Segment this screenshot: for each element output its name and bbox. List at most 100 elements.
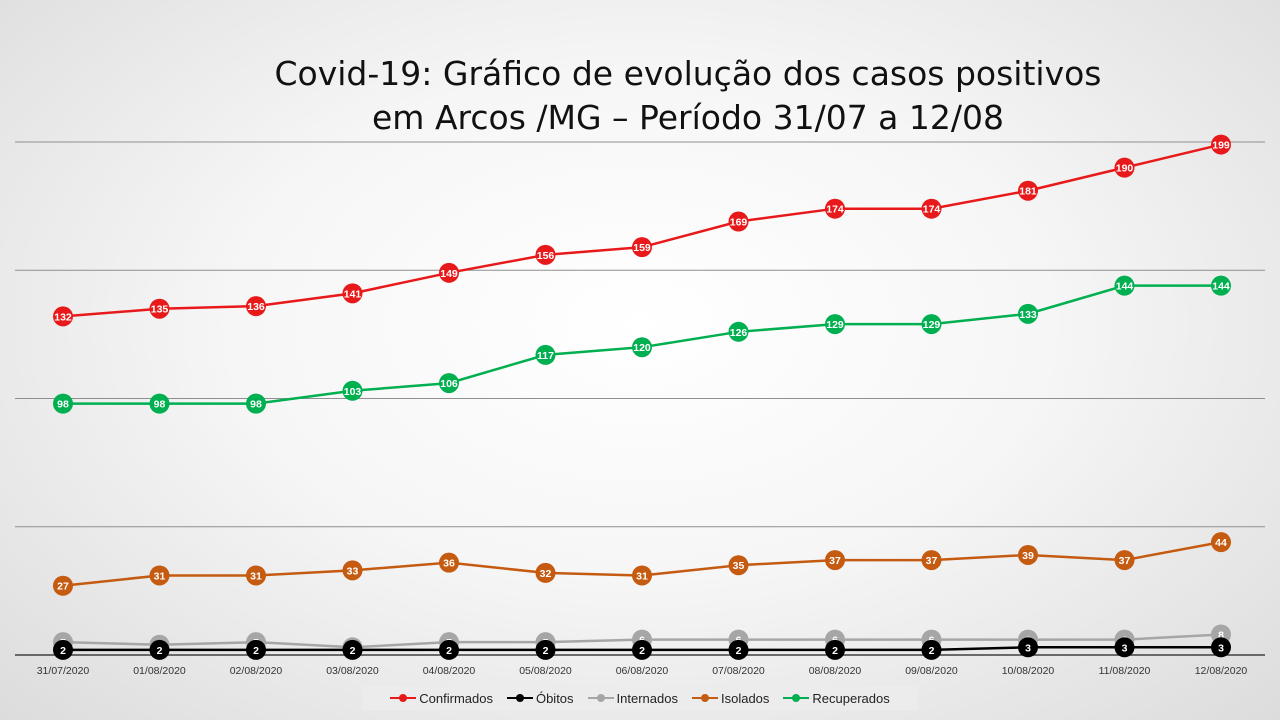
- data-point-isolados: [246, 565, 266, 586]
- x-tick-label: 03/08/2020: [326, 665, 379, 677]
- data-point-confirmados: [342, 283, 363, 304]
- data-label-confirmados: 149: [440, 268, 458, 280]
- data-label-isolados: 31: [250, 570, 262, 582]
- data-point-confirmados: [825, 198, 845, 219]
- data-point-obitos: [342, 639, 363, 660]
- data-label-obitos: 2: [253, 645, 259, 657]
- x-tick-label: 01/08/2020: [133, 665, 186, 677]
- legend-item-internados: Internados: [587, 690, 678, 706]
- data-point-isolados: [632, 565, 652, 586]
- x-tick-label: 05/08/2020: [519, 665, 572, 677]
- legend-swatch-internados: [587, 693, 614, 703]
- data-point-obitos: [632, 639, 652, 660]
- data-point-isolados: [342, 560, 363, 581]
- data-point-isolados: [1114, 550, 1135, 571]
- data-label-isolados: 37: [829, 555, 841, 567]
- data-point-obitos: [825, 639, 845, 660]
- data-point-recuperados: [1211, 275, 1231, 296]
- data-label-recuperados: 117: [537, 350, 554, 362]
- x-tick-label: 09/08/2020: [905, 665, 958, 677]
- data-label-confirmados: 190: [1116, 163, 1134, 175]
- data-label-obitos: 2: [446, 645, 452, 657]
- legend-swatch-isolados: [691, 693, 718, 703]
- data-point-isolados: [149, 565, 170, 586]
- data-label-recuperados: 144: [1212, 281, 1230, 293]
- data-label-isolados: 37: [1119, 555, 1131, 567]
- data-point-recuperados: [921, 314, 942, 335]
- legend-label-confirmados: Confirmados: [419, 690, 493, 706]
- data-point-recuperados: [1114, 275, 1135, 296]
- data-label-confirmados: 174: [826, 204, 844, 216]
- x-tick-label: 02/08/2020: [230, 665, 283, 677]
- data-point-recuperados: [825, 314, 845, 335]
- data-point-confirmados: [1114, 157, 1135, 178]
- data-label-recuperados: 129: [826, 319, 844, 331]
- data-label-isolados: 36: [443, 558, 455, 570]
- data-label-recuperados: 144: [1116, 281, 1134, 293]
- data-label-isolados: 31: [154, 570, 166, 582]
- data-point-isolados: [728, 555, 749, 576]
- data-point-confirmados: [921, 198, 942, 219]
- data-label-confirmados: 141: [344, 288, 362, 300]
- data-label-obitos: 3: [1122, 642, 1128, 654]
- data-point-confirmados: [53, 306, 73, 327]
- data-point-recuperados: [246, 393, 266, 414]
- legend-label-internados: Internados: [616, 690, 678, 706]
- data-point-confirmados: [439, 262, 459, 283]
- data-point-recuperados: [149, 393, 170, 414]
- legend-item-recuperados: Recuperados: [783, 690, 890, 706]
- data-point-obitos: [439, 639, 459, 660]
- data-point-obitos: [1018, 637, 1038, 658]
- data-label-obitos: 3: [1025, 642, 1031, 654]
- legend-item-isolados: Isolados: [691, 690, 770, 706]
- data-label-obitos: 2: [350, 645, 356, 657]
- series-line-confirmados: [62, 143, 1222, 318]
- legend-label-recuperados: Recuperados: [812, 690, 890, 706]
- data-point-recuperados: [632, 337, 652, 358]
- data-point-isolados: [535, 562, 556, 583]
- legend-item-confirmados: Confirmados: [390, 691, 493, 706]
- legend-label-obitos: Óbitos: [535, 690, 574, 706]
- data-label-recuperados: 103: [344, 386, 362, 398]
- data-label-recuperados: 98: [250, 399, 262, 411]
- data-label-obitos: 2: [736, 645, 742, 657]
- data-label-isolados: 31: [636, 570, 648, 582]
- data-label-confirmados: 169: [730, 217, 748, 229]
- data-point-obitos: [728, 639, 749, 660]
- data-point-recuperados: [342, 380, 363, 401]
- data-point-isolados: [1018, 544, 1038, 565]
- data-label-obitos: 2: [832, 645, 838, 657]
- data-label-isolados: 44: [1215, 537, 1227, 549]
- data-point-obitos: [1114, 637, 1135, 658]
- data-label-obitos: 2: [60, 645, 66, 657]
- x-tick-label: 04/08/2020: [423, 665, 476, 677]
- chart-title-line-2: em Arcos /MG – Período 31/07 a 12/08: [372, 98, 1004, 137]
- data-label-isolados: 33: [347, 565, 359, 577]
- data-point-isolados: [439, 552, 459, 573]
- data-point-recuperados: [1018, 303, 1038, 324]
- data-label-recuperados: 126: [730, 327, 748, 339]
- data-label-recuperados: 98: [57, 399, 69, 411]
- data-label-internados: 8: [1218, 629, 1224, 641]
- data-label-recuperados: 133: [1019, 309, 1037, 321]
- legend: Confirmados Óbitos Internados Isolados Recup…: [362, 686, 918, 710]
- data-point-obitos: [921, 639, 942, 660]
- data-point-obitos: [535, 639, 556, 660]
- legend-label-isolados: Isolados: [720, 690, 770, 706]
- data-label-obitos: 2: [157, 645, 163, 657]
- data-label-isolados: 35: [733, 560, 745, 572]
- data-point-isolados: [1211, 532, 1231, 553]
- data-label-isolados: 39: [1022, 550, 1034, 562]
- data-label-obitos: 2: [543, 645, 549, 657]
- legend-swatch-recuperados: [783, 693, 810, 703]
- x-tick-label: 06/08/2020: [616, 665, 669, 677]
- data-point-confirmados: [149, 298, 170, 319]
- data-label-recuperados: 98: [154, 399, 166, 411]
- data-label-recuperados: 120: [633, 342, 651, 354]
- data-label-confirmados: 174: [923, 204, 941, 216]
- data-label-confirmados: 181: [1019, 186, 1037, 198]
- chart-title: Covid-19: Gráfico de evolução dos casos …: [250, 52, 1126, 140]
- x-tick-label: 08/08/2020: [809, 665, 862, 677]
- legend-swatch-obitos: [506, 693, 533, 703]
